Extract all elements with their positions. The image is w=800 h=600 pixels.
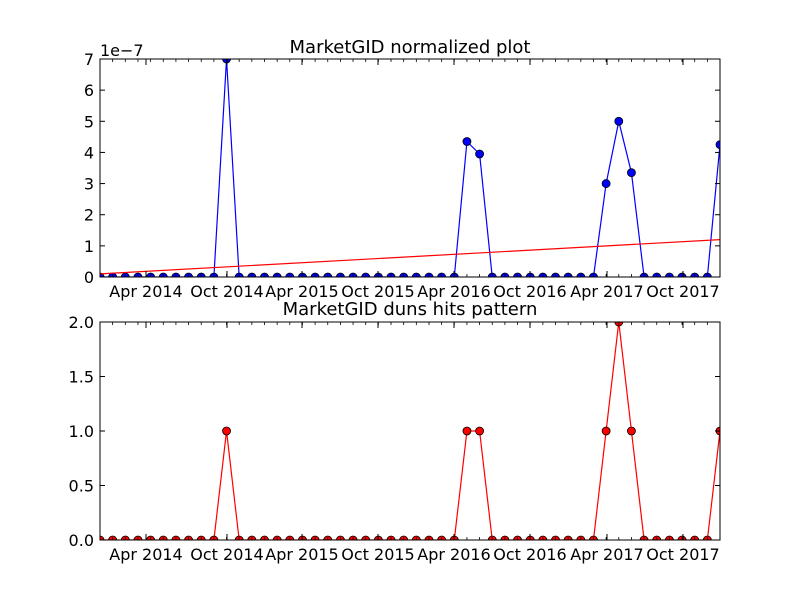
axes-frame xyxy=(99,321,721,541)
y-tick-label: 7 xyxy=(84,50,94,69)
data-point xyxy=(601,179,611,188)
x-tick-label: Apr 2016 xyxy=(417,282,490,301)
chart-title: MarketGID normalized plot xyxy=(290,37,531,58)
series-line xyxy=(100,59,720,277)
x-tick-label: Oct 2015 xyxy=(341,545,414,564)
y-tick-label: 5 xyxy=(84,112,94,131)
data-point xyxy=(601,426,611,436)
data-point xyxy=(715,140,720,150)
x-tick-label: Apr 2014 xyxy=(109,282,182,301)
data-point xyxy=(475,426,484,436)
y-tick-label: 4 xyxy=(84,143,94,162)
x-tick-label: Apr 2015 xyxy=(265,545,338,564)
data-point xyxy=(614,116,624,126)
x-tick-label: Apr 2014 xyxy=(109,545,182,564)
y-tick-label: 2 xyxy=(84,206,94,225)
series-line xyxy=(100,322,720,540)
x-tick-label: Oct 2016 xyxy=(493,282,566,301)
axes-frame xyxy=(99,58,721,278)
x-tick-label: Oct 2015 xyxy=(341,282,414,301)
x-tick-label: Oct 2014 xyxy=(190,282,263,301)
data-point xyxy=(100,535,105,540)
data-point xyxy=(627,168,636,178)
y-tick-label: 6 xyxy=(84,81,94,100)
normalized-plot: MarketGID normalized plot 1e−7 0 1 2 3 4 5 6 7 A… xyxy=(84,37,721,301)
y-axis-offset-label: 1e−7 xyxy=(100,41,144,60)
y-tick-label: 1.5 xyxy=(69,368,94,387)
series-line xyxy=(100,239,720,275)
y-tick-label: 0.5 xyxy=(69,477,94,496)
data-point xyxy=(627,426,636,436)
data-point xyxy=(462,426,472,436)
x-tick-label: Apr 2017 xyxy=(570,545,643,564)
data-point xyxy=(222,426,231,436)
x-tick-label: Apr 2015 xyxy=(265,282,338,301)
data-point xyxy=(475,149,484,159)
duns-hits-pattern-plot: MarketGID duns hits pattern 0.0 0.5 1.0 1.5… xyxy=(69,299,721,564)
y-tick-label: 2.0 xyxy=(69,313,94,332)
y-tick-label: 1 xyxy=(84,237,94,256)
data-point xyxy=(462,137,472,146)
y-tick-label: 3 xyxy=(84,175,94,194)
x-tick-label: Oct 2014 xyxy=(190,545,263,564)
y-tick-label: 0.0 xyxy=(69,531,94,550)
y-tick-label: 0 xyxy=(84,268,94,287)
chart-title: MarketGID duns hits pattern xyxy=(283,299,538,320)
x-tick-label: Oct 2017 xyxy=(646,282,719,301)
x-tick-label: Apr 2016 xyxy=(417,545,490,564)
y-tick-label: 1.0 xyxy=(69,422,94,441)
x-tick-label: Oct 2016 xyxy=(493,545,566,564)
x-tick-label: Oct 2017 xyxy=(646,545,719,564)
x-tick-label: Apr 2017 xyxy=(570,282,643,301)
